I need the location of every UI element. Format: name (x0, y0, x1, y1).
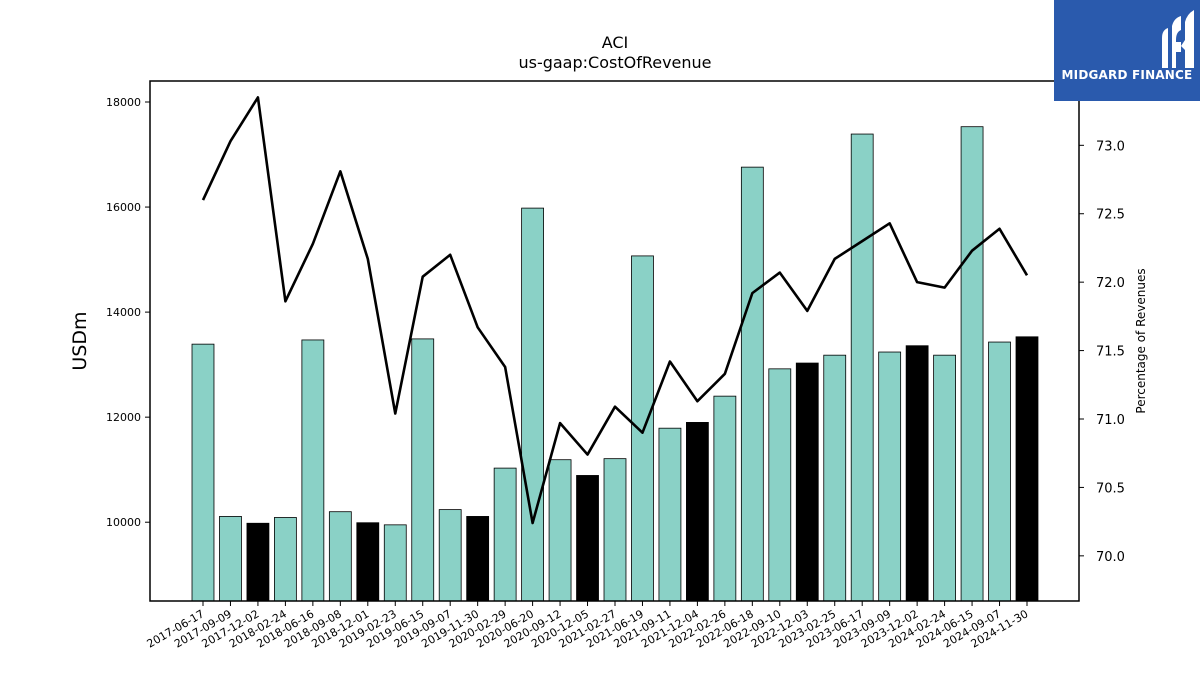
y2-tick-label: 72.0 (1096, 276, 1125, 291)
y-tick-label: 14000 (106, 306, 141, 319)
y2-tick-label: 71.5 (1096, 345, 1125, 360)
chart-title: ACI (602, 33, 629, 52)
bar (328, 511, 352, 602)
bar (686, 422, 709, 602)
bar (713, 395, 737, 602)
bar (740, 166, 764, 602)
bar-series (191, 126, 1039, 602)
bar (823, 354, 847, 602)
line-series-path (201, 96, 1029, 525)
bar (960, 126, 984, 602)
y-tick-label: 18000 (106, 96, 141, 109)
y-axis-label: USDm (69, 311, 91, 370)
bar (521, 207, 544, 602)
bar (631, 255, 654, 602)
y2-tick-label: 72.5 (1096, 208, 1125, 223)
bar (466, 516, 490, 602)
bar (383, 524, 407, 602)
y2-tick-label: 71.0 (1096, 413, 1125, 428)
bar (658, 427, 682, 602)
y2-tick-label: 73.0 (1096, 139, 1125, 154)
bar (1015, 336, 1039, 602)
brand-name: MIDGARD FINANCE (1061, 68, 1193, 82)
bar (301, 339, 325, 602)
bar (191, 343, 215, 602)
chart-subtitle: us-gaap:CostOfRevenue (518, 53, 711, 72)
bar (905, 345, 929, 602)
y2-tick-label: 70.0 (1096, 550, 1125, 565)
bar (850, 133, 874, 602)
brand-logo: MIDGARD FINANCE (1054, 0, 1200, 101)
bar (768, 368, 792, 602)
bar (576, 475, 599, 602)
y-tick-label: 10000 (106, 516, 141, 529)
y-tick-label: 12000 (106, 411, 141, 424)
bar (274, 517, 297, 602)
y2-tick-label: 70.5 (1096, 481, 1125, 496)
bar (246, 522, 270, 602)
bar (548, 459, 572, 602)
midgard-logo-icon (1162, 10, 1194, 68)
bar (933, 354, 956, 602)
bar (356, 522, 380, 602)
bar (795, 362, 819, 602)
bar (988, 341, 1011, 602)
y2-axis-label: Percentage of Revenues (1134, 268, 1148, 413)
y-tick-label: 16000 (106, 201, 141, 214)
line-series (201, 96, 1029, 525)
bar (219, 516, 242, 602)
bar (603, 458, 627, 602)
bar (878, 351, 902, 602)
bar (493, 467, 517, 602)
bar (411, 338, 435, 602)
bar (438, 509, 462, 602)
